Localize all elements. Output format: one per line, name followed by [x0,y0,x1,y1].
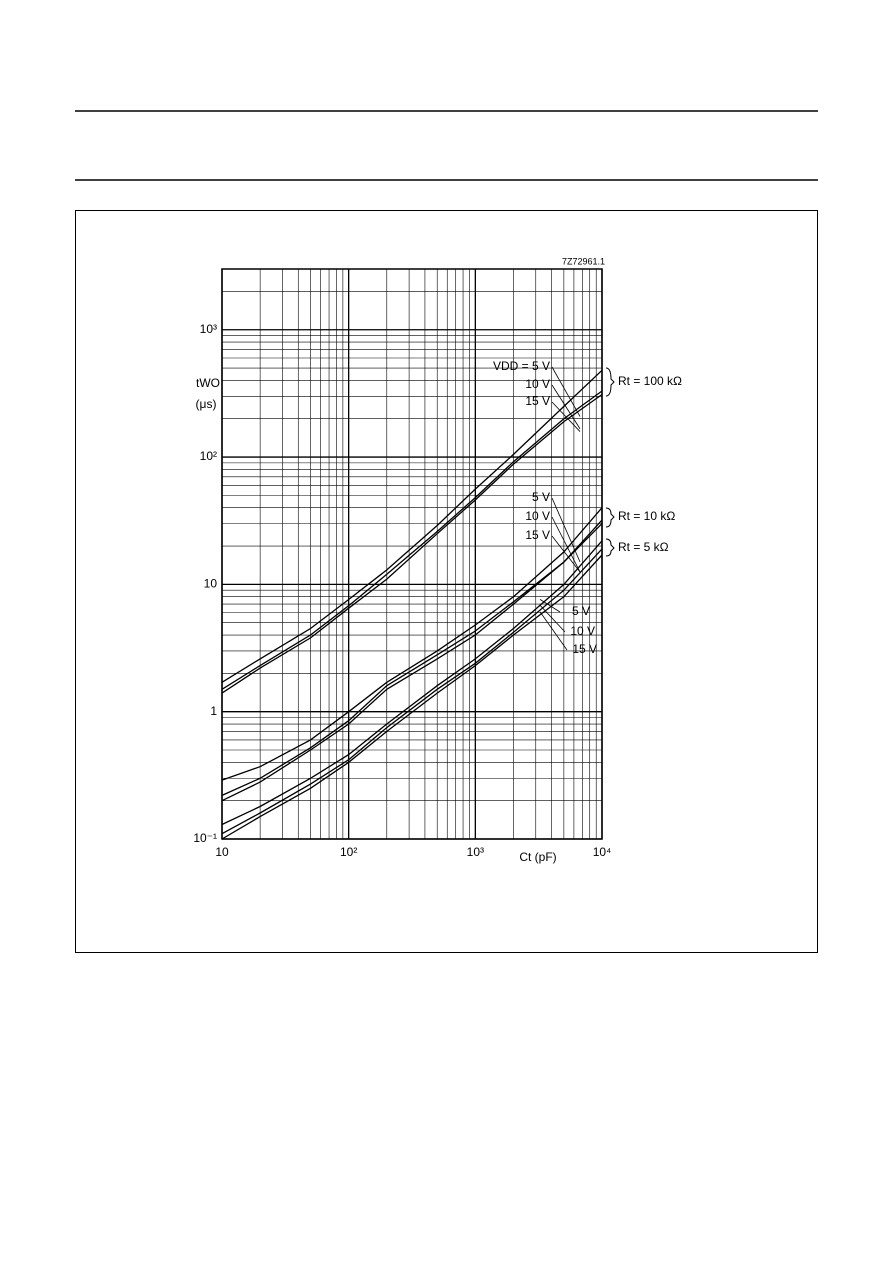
legend-label: 15 V [525,528,550,542]
leader-line [539,611,568,651]
data-line [221,369,603,683]
y-tick-label: 10 [204,577,218,591]
group-label: Rt = 100 kΩ [618,374,682,388]
legend-label: VDD = 5 V [493,359,550,373]
data-line [221,548,603,835]
brace [605,507,615,528]
y-axis-unit: (μs) [196,397,217,411]
x-tick-label: 10² [340,845,357,859]
brace [605,538,615,557]
leader-line [551,516,581,573]
data-line [221,390,603,690]
group-label: Rt = 5 kΩ [618,540,669,554]
leader-line [539,604,566,633]
data-line [221,554,603,840]
data-line [221,523,603,802]
legend-label: 10 V [570,624,595,638]
leader-line [551,366,581,417]
brace [605,367,615,397]
leader-line [551,535,581,573]
x-axis-label: Ct (pF) [519,850,556,864]
y-tick-label: 1 [210,704,217,718]
y-tick-label: 10⁻¹ [193,831,217,845]
legend-label: 15 V [525,394,550,408]
legend-label: 5 V [572,604,590,618]
legend-label: 10 V [525,377,550,391]
y-tick-label: 10³ [200,322,217,336]
leader-line [551,401,581,432]
x-tick-label: 10⁴ [593,845,612,859]
data-line [221,519,603,796]
legend-label: 15 V [572,642,597,656]
plot-frame [221,268,603,840]
chart-id: 7Z72961.1 [562,256,605,266]
x-tick-label: 10 [215,845,229,859]
leader-line [551,384,581,429]
legend-label: 10 V [525,509,550,523]
data-line [221,540,603,826]
leader-line [539,599,561,613]
figure-frame [75,210,818,953]
data-line [221,393,603,694]
y-axis-label: tWO [196,376,220,390]
y-tick-label: 10² [200,449,217,463]
data-line [221,507,603,781]
group-label: Rt = 10 kΩ [618,509,675,523]
x-tick-label: 10³ [467,845,484,859]
legend-label: 5 V [532,490,550,504]
leader-line [551,497,581,563]
